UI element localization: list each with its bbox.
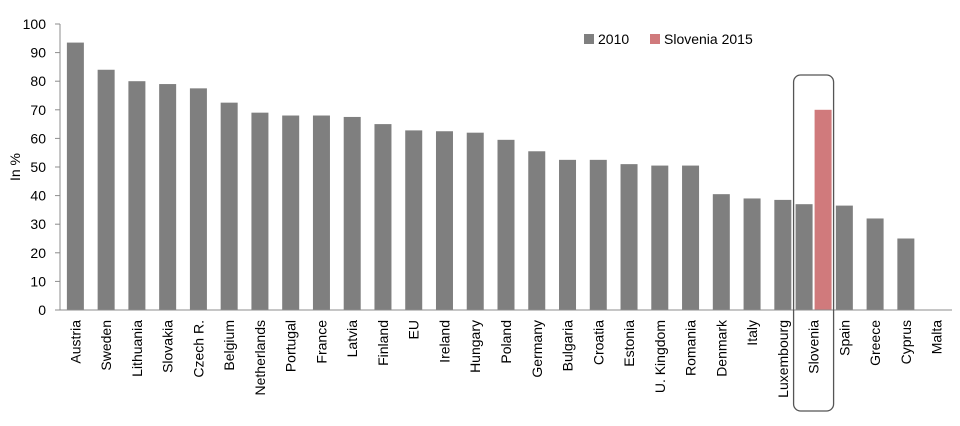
y-tick-label: 90 <box>30 45 46 61</box>
bar-2010 <box>97 69 115 310</box>
x-category-label: Estonia <box>621 320 637 367</box>
bar-2010 <box>774 199 792 310</box>
bar-2010 <box>128 81 146 310</box>
x-category-label: Bulgaria <box>560 320 576 372</box>
highlight-rect <box>792 74 835 412</box>
x-category-label: Belgium <box>221 320 237 371</box>
bar-2010 <box>282 115 300 311</box>
bar-2010 <box>795 204 813 310</box>
bar-2010 <box>66 42 84 311</box>
bar-2010 <box>343 116 361 310</box>
bar-2010 <box>374 124 392 310</box>
legend: 2010 Slovenia 2015 <box>584 31 753 47</box>
x-category-label: Slovakia <box>160 320 176 373</box>
y-tick-label: 70 <box>30 102 46 118</box>
x-category-label: Czech R. <box>190 320 206 378</box>
x-category-label: Romania <box>683 320 699 376</box>
bar-2010 <box>651 165 669 310</box>
legend-label-2010: 2010 <box>598 31 629 47</box>
bar-2010 <box>743 198 761 310</box>
y-tick-label: 30 <box>30 216 46 232</box>
bar-2010 <box>712 194 730 310</box>
y-tick-label: 40 <box>30 188 46 204</box>
x-category-label: Malta <box>929 320 945 354</box>
legend-label-slovenia-2015: Slovenia 2015 <box>664 31 753 47</box>
bar-2010 <box>589 159 607 310</box>
x-category-label: Austria <box>67 320 83 364</box>
bar-2010 <box>835 205 853 310</box>
y-tick-label: 80 <box>30 73 46 89</box>
x-category-label: Sweden <box>98 320 114 371</box>
highlight-box <box>792 74 835 412</box>
y-tick-label: 50 <box>30 159 46 175</box>
bar-2010 <box>866 218 884 310</box>
x-category-label: Finland <box>375 320 391 366</box>
bar-2010 <box>220 102 238 311</box>
bar-2010 <box>682 165 700 310</box>
bar-2010 <box>189 88 207 310</box>
x-category-label: Germany <box>529 320 545 378</box>
bar-2010 <box>620 164 638 310</box>
bar-2010 <box>559 159 577 310</box>
bar-2010 <box>528 151 546 310</box>
bar-2010 <box>251 112 269 310</box>
bar-2010 <box>312 115 330 311</box>
y-tick-label: 10 <box>30 273 46 289</box>
x-category-label: EU <box>406 320 422 339</box>
bar-2010 <box>435 131 453 310</box>
x-category-label: Italy <box>744 320 760 346</box>
bar-2010 <box>497 139 515 310</box>
x-axis: Austria Sweden Lithuania Slovakia Czech R. Be… <box>60 309 952 398</box>
x-category-label: Slovenia <box>806 320 822 374</box>
x-category-label: Latvia <box>344 320 360 358</box>
x-category-label: U. Kingdom <box>652 320 668 393</box>
x-category-label: Poland <box>498 320 514 364</box>
x-category-label: Hungary <box>467 320 483 373</box>
bar-2010 <box>405 130 423 310</box>
x-category-label: France <box>313 320 329 364</box>
x-category-label: Denmark <box>713 319 729 377</box>
legend-swatch-slovenia-2015 <box>650 34 660 44</box>
y-tick-label: 100 <box>23 16 47 32</box>
bar-slovenia-2015 <box>814 109 832 310</box>
x-category-label: Greece <box>867 320 883 366</box>
bars-group <box>66 42 915 311</box>
x-category-label: Netherlands <box>252 320 268 396</box>
y-tick-label: 60 <box>30 130 46 146</box>
bar-2010 <box>159 84 177 310</box>
x-category-label: Lithuania <box>129 320 145 377</box>
bar-2010 <box>897 238 915 310</box>
x-category-label: Cyprus <box>898 320 914 364</box>
x-category-label: Croatia <box>590 320 606 365</box>
y-axis-title: In % <box>7 153 23 181</box>
x-category-label: Luxembourg <box>775 320 791 398</box>
x-category-label: Portugal <box>283 320 299 372</box>
bar-2010 <box>466 132 484 310</box>
y-tick-label: 0 <box>38 302 46 318</box>
legend-swatch-2010 <box>584 34 594 44</box>
y-tick-label: 20 <box>30 245 46 261</box>
x-category-label: Spain <box>836 320 852 356</box>
y-axis: 0 10 20 30 40 50 60 70 80 90 100 <box>23 16 61 318</box>
x-category-label: Ireland <box>436 320 452 363</box>
